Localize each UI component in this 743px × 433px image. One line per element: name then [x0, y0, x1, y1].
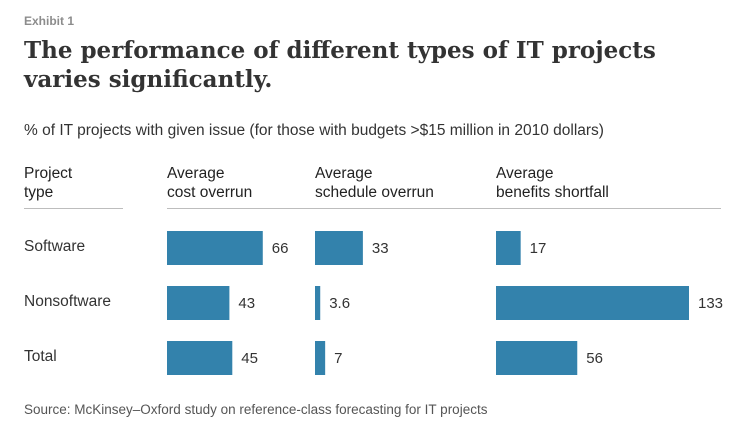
header-benefits-line2: benefits shortfall: [496, 184, 609, 201]
data-label-schedule-overrun-total: 7: [334, 350, 342, 367]
data-label-benefits-shortfall-nonsoftware: 133: [698, 295, 723, 312]
header-schedule-overrun: Average schedule overrun: [315, 164, 434, 202]
row-label-software: Software: [24, 238, 86, 255]
data-label-schedule-overrun-nonsoftware: 3.6: [329, 295, 350, 312]
header-cost-line1: Average: [167, 165, 225, 182]
chart-title: The performance of different types of IT…: [24, 37, 656, 93]
header-cost-line2: cost overrun: [167, 184, 253, 201]
data-label-cost-overrun-software: 66: [272, 240, 289, 257]
data-label-cost-overrun-nonsoftware: 43: [238, 295, 255, 312]
bar-schedule-overrun-total: [315, 341, 326, 375]
data-label-cost-overrun-total: 45: [241, 350, 258, 367]
source-note: Source: McKinsey–Oxford study on referen…: [24, 402, 488, 417]
data-label-benefits-shortfall-software: 17: [530, 240, 547, 257]
bar-cost-overrun-total: [167, 341, 233, 375]
row-label-nonsoftware: Nonsoftware: [24, 293, 112, 310]
header-project-type-line1: Project: [24, 165, 73, 182]
header-project-type-line2: type: [24, 184, 54, 201]
bar-schedule-overrun-nonsoftware: [315, 286, 321, 320]
bar-benefits-shortfall-software: [496, 231, 521, 265]
header-schedule-line1: Average: [315, 165, 373, 182]
data-label-schedule-overrun-software: 33: [372, 240, 389, 257]
chart-subtitle: % of IT projects with given issue (for t…: [24, 122, 604, 139]
row-label-total: Total: [24, 348, 57, 365]
bar-cost-overrun-nonsoftware: [167, 286, 230, 320]
data-label-benefits-shortfall-total: 56: [586, 350, 603, 367]
exhibit-label: Exhibit 1: [24, 14, 75, 28]
bar-schedule-overrun-software: [315, 231, 363, 265]
header-schedule-line2: schedule overrun: [315, 184, 434, 201]
header-rule-metrics: [167, 208, 721, 209]
header-cost-overrun: Average cost overrun: [167, 164, 252, 202]
header-rule-project-type: [24, 208, 123, 209]
bar-benefits-shortfall-nonsoftware: [496, 286, 689, 320]
header-benefits-line1: Average: [496, 165, 554, 182]
header-benefits-shortfall: Average benefits shortfall: [496, 164, 609, 202]
bar-benefits-shortfall-total: [496, 341, 578, 375]
bar-cost-overrun-software: [167, 231, 263, 265]
header-project-type: Project type: [24, 164, 72, 202]
